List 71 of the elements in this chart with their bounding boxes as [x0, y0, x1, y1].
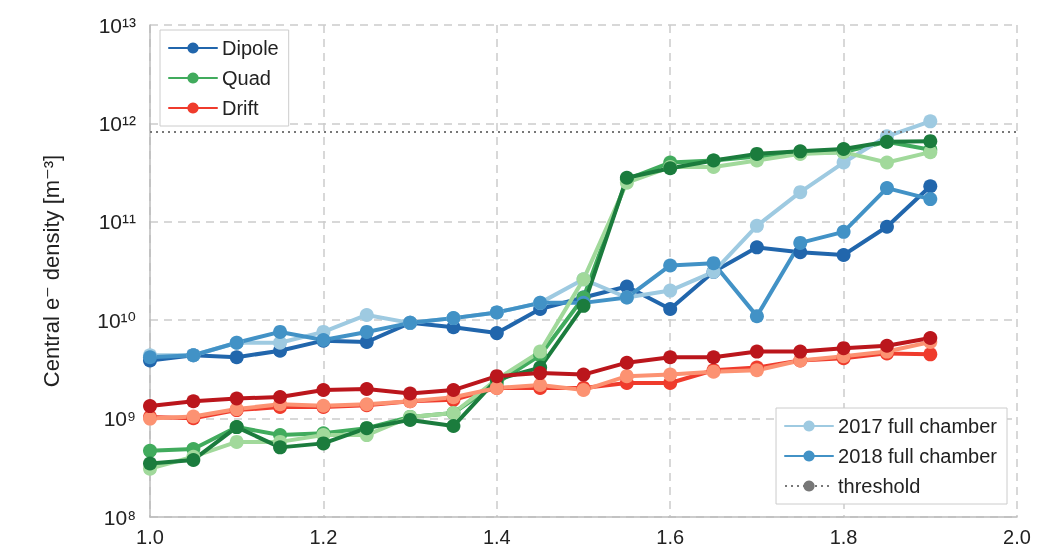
- point: [273, 440, 288, 455]
- point: [706, 350, 721, 365]
- point: [186, 394, 201, 409]
- y-tick-label: 10¹⁰: [97, 308, 136, 332]
- point: [923, 192, 938, 207]
- legend-label: threshold: [838, 475, 921, 497]
- point: [923, 114, 938, 129]
- point: [403, 386, 418, 401]
- point: [836, 247, 851, 262]
- point: [316, 383, 331, 398]
- y-tick-label: 10⁹: [103, 407, 136, 431]
- point: [749, 344, 764, 359]
- x-tick-label: 1.8: [829, 526, 858, 548]
- point: [533, 366, 548, 381]
- point: [273, 324, 288, 339]
- point: [359, 324, 374, 339]
- point: [793, 185, 808, 200]
- point: [359, 381, 374, 396]
- point: [879, 155, 894, 170]
- point: [749, 218, 764, 233]
- point: [576, 367, 591, 382]
- x-tick-label: 1.4: [482, 526, 511, 548]
- point: [229, 391, 244, 406]
- legend-label: Quad: [222, 67, 271, 89]
- point: [663, 367, 678, 382]
- point: [923, 347, 938, 362]
- point: [663, 301, 678, 316]
- point: [879, 181, 894, 196]
- point: [663, 258, 678, 273]
- y-tick-label: 10¹²: [98, 111, 136, 135]
- point: [836, 141, 851, 156]
- point: [359, 307, 374, 322]
- point: [923, 134, 938, 149]
- legend-label: Drift: [222, 97, 260, 119]
- x-tick-label: 1.0: [136, 526, 164, 548]
- point: [143, 456, 157, 471]
- point: [316, 436, 331, 451]
- point: [619, 369, 634, 384]
- point: [489, 326, 504, 341]
- point: [836, 224, 851, 239]
- point: [143, 399, 157, 414]
- point: [229, 434, 244, 449]
- x-tick-label: 1.6: [656, 526, 685, 548]
- y-tick-label: 10⁸: [103, 505, 136, 529]
- legend-label: Dipole: [222, 37, 279, 59]
- point: [749, 240, 764, 255]
- point: [923, 330, 938, 345]
- point: [619, 355, 634, 370]
- point: [663, 283, 678, 298]
- y-tick-label: 10¹³: [98, 13, 136, 37]
- y-tick-label: 10¹¹: [98, 210, 136, 234]
- point: [836, 341, 851, 356]
- y-axis-title: Central e⁻ density [m⁻³]: [38, 154, 64, 388]
- point: [533, 344, 548, 359]
- legend-label: 2017 full chamber: [838, 415, 998, 437]
- point: [663, 350, 678, 365]
- x-tick-label: 1.2: [309, 526, 338, 548]
- point: [446, 419, 461, 434]
- x-tick-label: 2.0: [1003, 526, 1031, 548]
- point: [706, 256, 721, 271]
- point: [879, 338, 894, 353]
- point: [229, 350, 244, 365]
- point: [923, 179, 938, 194]
- point: [793, 235, 808, 250]
- point: [143, 443, 157, 458]
- legend-label: 2018 full chamber: [838, 445, 998, 467]
- point: [273, 389, 288, 404]
- point: [446, 383, 461, 398]
- point: [793, 344, 808, 359]
- point: [749, 309, 764, 324]
- point: [879, 219, 894, 234]
